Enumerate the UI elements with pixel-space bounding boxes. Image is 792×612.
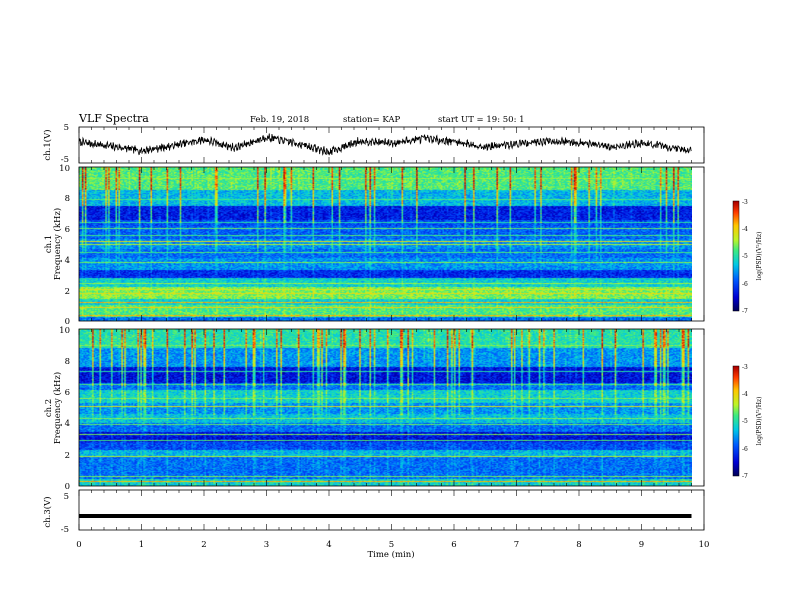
time-axis-tick-label: 10 [699, 540, 710, 550]
spec2-ytick-0: 0 [65, 482, 70, 492]
ch1-ylabel: ch.1(V) [42, 129, 53, 160]
ch2-spectrogram-panel: 0 2 4 6 8 10 ch.2 Frequency (kHz) -3 -4 … [44, 326, 763, 492]
spec1-ylabel-frequency: Frequency (kHz) [52, 208, 63, 280]
time-axis-tick-label: 0 [76, 540, 81, 550]
spec2-ytick-2: 2 [65, 451, 70, 461]
cb1-tick-m3: -3 [742, 199, 748, 206]
cb2-tick-m6: -6 [742, 446, 748, 453]
time-axis-tick-label: 6 [451, 540, 456, 550]
ch3-waveform-ticks [78, 490, 705, 530]
spec1-ytick-8: 8 [65, 194, 70, 204]
ch1-waveform-line [78, 133, 692, 156]
cb1-tick-m7: -7 [742, 308, 748, 315]
figure-title: VLF Spectra [78, 112, 149, 125]
cb2-tick-m3: -3 [742, 364, 748, 371]
time-axis-label: Time (min) [367, 549, 414, 560]
time-axis-tick-label: 2 [201, 540, 206, 550]
cb1-tick-m4: -4 [742, 226, 748, 233]
time-axis-tick-label: 7 [514, 540, 519, 550]
time-axis-tick-label: 8 [576, 540, 581, 550]
ch1-waveform-ticks [78, 127, 705, 163]
ch3-ylabel: ch.3(V) [42, 496, 53, 527]
start-time-label: start UT = 19: 50: 1 [438, 115, 525, 125]
ch1-spectrogram-panel: 0 2 4 6 8 10 ch.1 Frequency (kHz) -3 -4 … [44, 164, 763, 327]
ch1-ytick-bottom: -5 [61, 155, 69, 165]
time-axis-tick-labels: 0 1 2 3 4 5 6 7 8 9 10 [76, 540, 709, 550]
spec2-ylabel-frequency: Frequency (kHz) [52, 372, 63, 444]
ch2-colorbar [733, 366, 739, 476]
cb1-tick-m5: -5 [742, 253, 748, 260]
cb2-label: log(PSD)(V²/Hz) [756, 397, 763, 446]
spec1-ytick-4: 4 [65, 256, 70, 266]
ch3-ytick-bottom: -5 [61, 525, 69, 535]
time-axis-tick-label: 3 [264, 540, 269, 550]
spec2-ytick-6: 6 [65, 388, 70, 398]
spec1-ytick-10: 10 [59, 164, 70, 174]
ch1-colorbar-frame [732, 200, 740, 312]
ch1-ytick-top: 5 [64, 123, 69, 133]
cb1-tick-m6: -6 [742, 281, 748, 288]
ch3-waveform-panel: 5 -5 ch.3(V) [42, 489, 705, 535]
ch3-ytick-top: 5 [64, 492, 69, 502]
spec2-ylabel-channel: ch.2 [44, 399, 54, 417]
time-axis-tick-label: 5 [389, 540, 394, 550]
cb2-tick-m5: -5 [742, 418, 748, 425]
cb2-tick-m4: -4 [742, 391, 748, 398]
ch1-spectrogram-ticks [78, 167, 705, 321]
spec1-ytick-0: 0 [65, 317, 70, 327]
cb1-label: log(PSD)(V²/Hz) [756, 232, 763, 281]
ch2-colorbar-frame [732, 365, 740, 477]
time-axis-tick-label: 9 [639, 540, 644, 550]
spec2-ytick-10: 10 [59, 326, 70, 336]
date-label: Feb. 19, 2018 [250, 115, 309, 125]
station-label: station= KAP [343, 115, 401, 125]
spec1-ylabel-channel: ch.1 [44, 235, 54, 253]
ch2-spectrogram-image [79, 329, 692, 486]
ch1-waveform-panel: 5 -5 ch.1(V) [42, 123, 705, 165]
ch1-spectrogram-image [79, 167, 692, 321]
spec2-ytick-4: 4 [65, 419, 70, 429]
spec1-ytick-2: 2 [65, 287, 70, 297]
time-axis-tick-label: 4 [326, 540, 331, 550]
spec2-ytick-8: 8 [65, 357, 70, 367]
time-axis-tick-label: 1 [139, 540, 144, 550]
cb2-tick-m7: -7 [742, 473, 748, 480]
spec1-ytick-6: 6 [65, 225, 70, 235]
ch2-spectrogram-ticks [78, 329, 705, 486]
ch1-colorbar [733, 201, 739, 311]
